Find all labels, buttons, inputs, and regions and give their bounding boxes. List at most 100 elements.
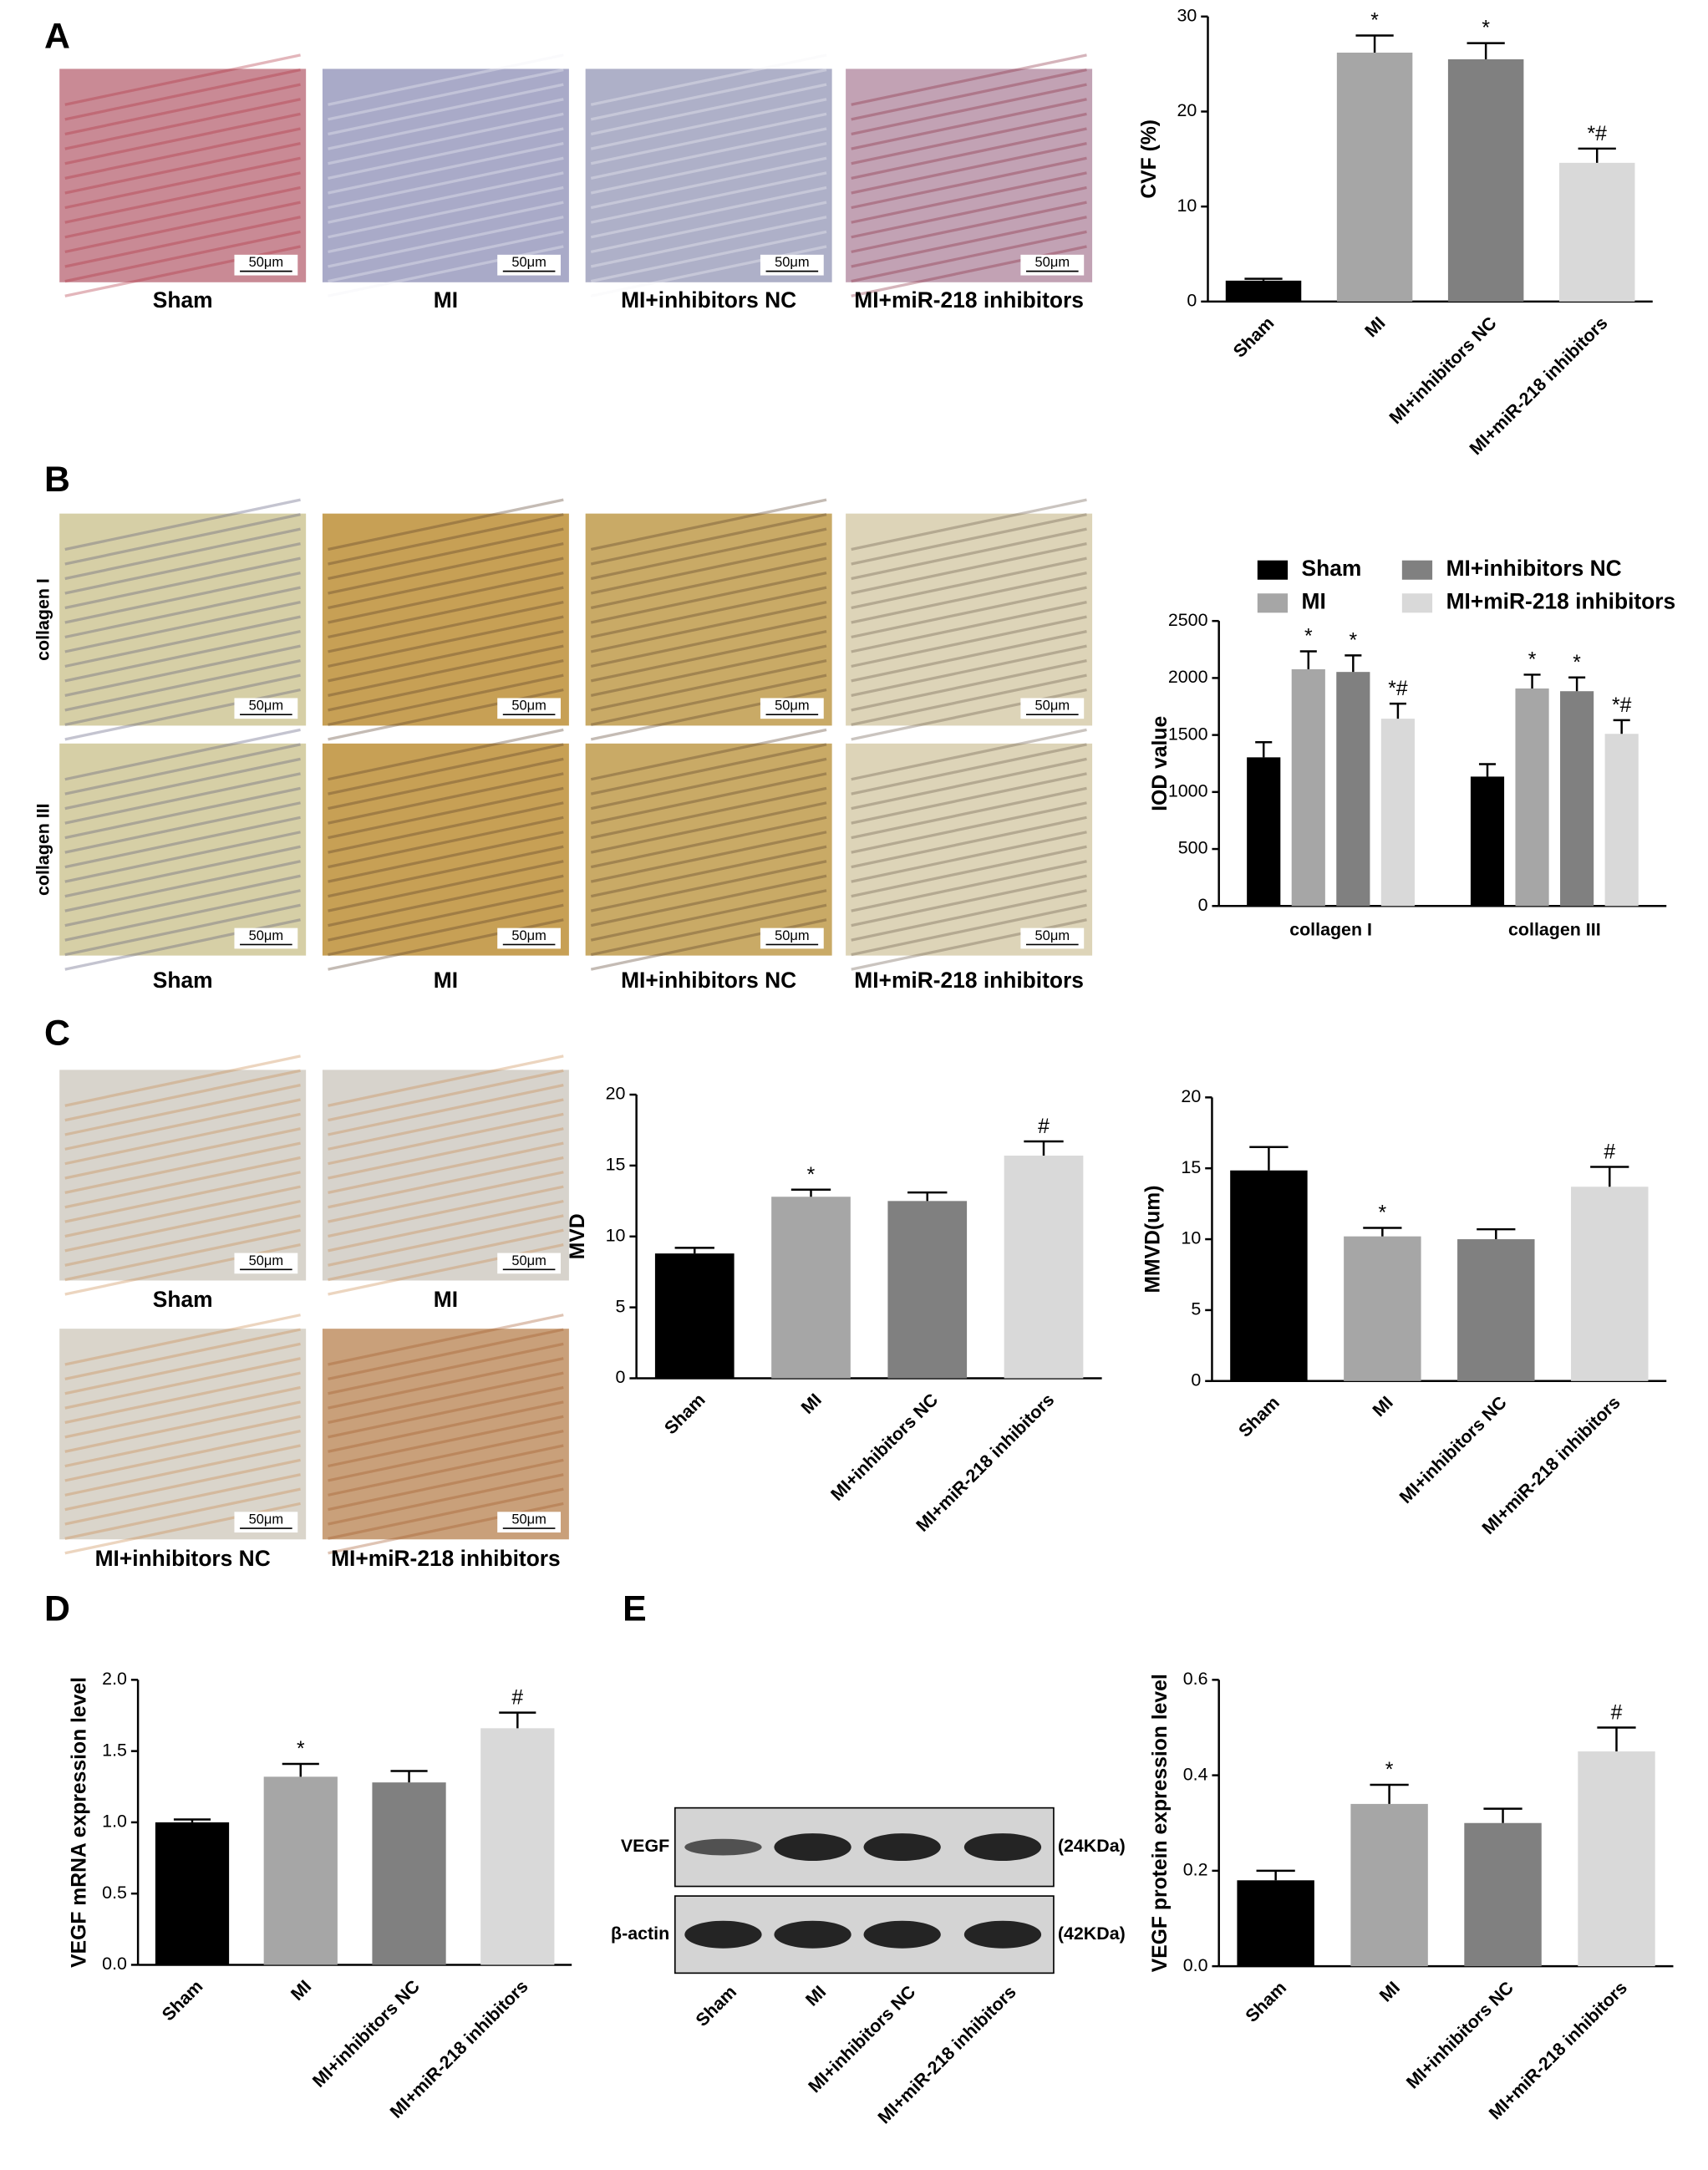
tissue-fiber: [328, 629, 564, 683]
significance-mark: *: [1350, 629, 1358, 652]
tissue-fiber: [328, 1458, 564, 1512]
tissue-fiber: [328, 171, 564, 224]
tissue-fiber: [851, 83, 1087, 136]
tissue-fiber: [328, 658, 564, 712]
blot-row-label: VEGF: [621, 1836, 669, 1856]
caption: MI+inhibitors NC: [621, 968, 796, 993]
tissue-fiber: [328, 513, 564, 566]
tissue-fiber: [328, 1400, 564, 1453]
scale-bar-label: 50μm: [249, 1512, 284, 1527]
significance-mark: *: [1304, 626, 1313, 648]
tissue-fiber: [590, 673, 827, 727]
significance-mark: #: [511, 1687, 523, 1710]
blot-lane-label: MI: [801, 1982, 830, 2010]
tissue-fiber: [64, 1185, 301, 1238]
tissue-fiber: [64, 1098, 301, 1151]
bar: [1336, 52, 1413, 302]
tissue-fiber: [851, 845, 1087, 898]
tissue-fiber: [64, 772, 301, 825]
bar: [1560, 691, 1594, 907]
micrograph: [59, 743, 307, 956]
bar: [1571, 1187, 1649, 1381]
tissue-fiber: [851, 527, 1087, 581]
tissue-fiber: [328, 586, 564, 639]
caption: MI: [434, 1287, 458, 1312]
bar: [1515, 688, 1549, 907]
y-tick-label: 30: [1177, 5, 1197, 25]
x-tick-label: MI+inhibitors NC: [827, 1390, 943, 1505]
y-tick-label: 0: [1187, 291, 1197, 311]
bar: [155, 1822, 230, 1965]
bar: [263, 1776, 338, 1965]
tissue-fiber: [64, 1430, 301, 1482]
tissue-fiber: [851, 801, 1087, 854]
tissue-fiber: [328, 1127, 564, 1180]
tissue-fiber: [851, 816, 1087, 869]
tissue-fiber: [64, 68, 301, 121]
tissue-fiber: [328, 83, 564, 136]
tissue-fiber: [64, 513, 301, 566]
micrograph: [322, 743, 569, 956]
legend-label: MI+miR-218 inhibitors: [1446, 589, 1676, 614]
tissue-fiber: [590, 230, 827, 283]
tissue-fiber: [851, 629, 1087, 683]
scale-bar-box: [1020, 254, 1085, 276]
tissue-fiber: [64, 629, 301, 683]
tissue-fiber: [64, 1444, 301, 1497]
tissue-fiber: [851, 127, 1087, 180]
bar: [372, 1782, 446, 1965]
bar: [1004, 1156, 1084, 1379]
tissue-fiber: [328, 889, 564, 942]
tissue-fiber: [851, 201, 1087, 254]
tissue-fiber: [64, 903, 301, 957]
tissue-fiber: [64, 142, 301, 195]
tissue-fiber: [851, 112, 1087, 165]
scale-bar-label: 50μm: [1035, 928, 1070, 943]
bar: [480, 1728, 555, 1965]
caption: MI+miR-218 inhibitors: [854, 287, 1084, 313]
tissue-fiber: [851, 728, 1087, 781]
tissue-fiber: [328, 1342, 564, 1395]
bar: [887, 1201, 968, 1379]
scale-bar-label: 50μm: [249, 699, 284, 714]
tissue-fiber: [328, 53, 564, 106]
tissue-fiber: [64, 889, 301, 942]
bar: [771, 1197, 851, 1379]
scale-bar-label: 50μm: [511, 1512, 546, 1527]
tissue-fiber: [64, 1199, 301, 1253]
tissue-fiber: [328, 98, 564, 150]
micrograph: [59, 513, 307, 726]
tissue-fiber: [851, 156, 1087, 210]
y-tick-label: 0.2: [1183, 1860, 1208, 1880]
blot-band: [684, 1920, 762, 1949]
tissue-fiber: [328, 1214, 564, 1267]
tissue-fiber: [64, 1328, 301, 1380]
tissue-fiber: [851, 743, 1087, 795]
tissue-fiber: [590, 142, 827, 195]
tissue-fiber: [590, 83, 827, 136]
tissue-fiber: [851, 171, 1087, 224]
bar: [1380, 719, 1415, 907]
x-tick-label: Sham: [1242, 1978, 1290, 2026]
tissue-fiber: [851, 572, 1087, 624]
significance-mark: *: [1385, 1759, 1394, 1781]
tissue-fiber: [851, 772, 1087, 825]
x-tick-label: Sham: [1229, 313, 1278, 362]
tissue-fiber: [590, 171, 827, 224]
blot-row-label: β-actin: [611, 1924, 669, 1944]
tissue-fiber: [590, 527, 827, 581]
tissue-fiber: [64, 586, 301, 639]
micrograph: [846, 513, 1093, 726]
y-tick-label: 0.4: [1183, 1764, 1208, 1784]
tissue-fiber: [851, 542, 1087, 595]
bar: [1225, 280, 1302, 302]
tissue-fiber: [328, 845, 564, 898]
tissue-fiber: [851, 757, 1087, 811]
tissue-fiber: [590, 801, 827, 854]
y-tick-label: 20: [1181, 1086, 1201, 1106]
tissue-fiber: [328, 728, 564, 781]
significance-mark: *: [1573, 652, 1581, 674]
tissue-fiber: [590, 185, 827, 239]
tissue-fiber: [851, 644, 1087, 698]
row-label: collagen I: [33, 578, 53, 661]
